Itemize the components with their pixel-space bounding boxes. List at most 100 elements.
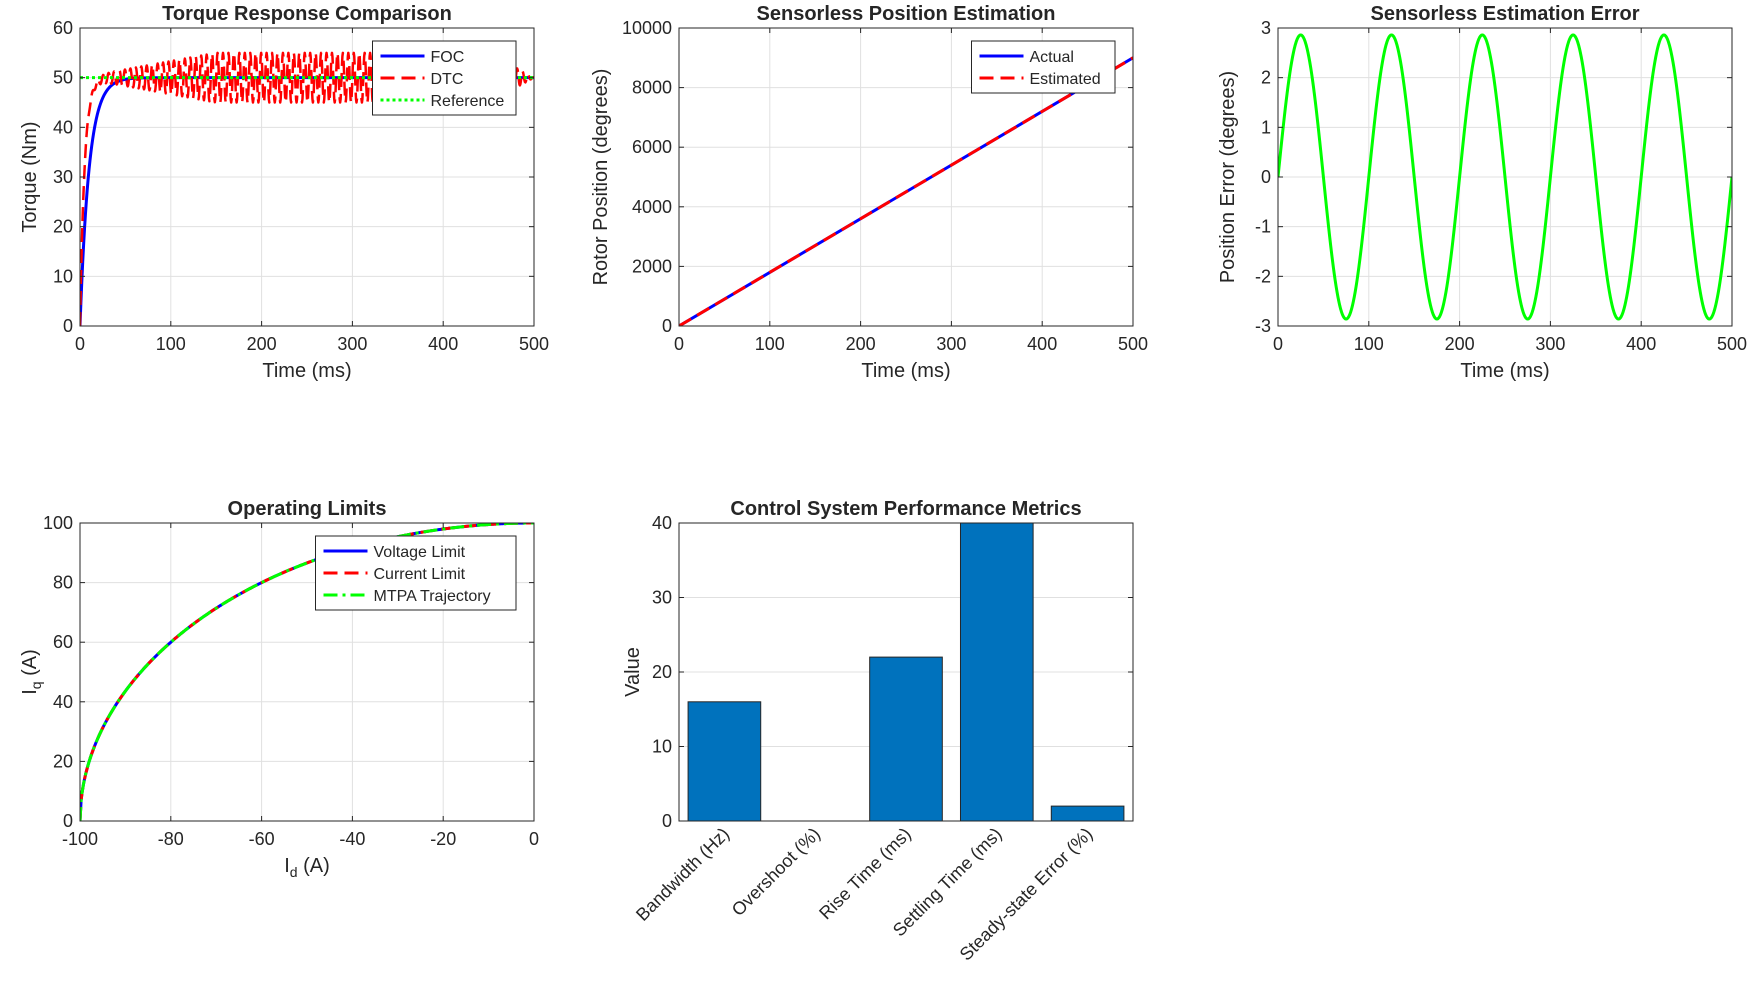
- x-tick-label: 200: [846, 334, 876, 354]
- x-tick-label: -40: [339, 829, 365, 849]
- x-tick-label: 200: [1445, 334, 1475, 354]
- x-tick-label: 100: [1354, 334, 1384, 354]
- x-tick-label: 500: [519, 334, 549, 354]
- legend-label: FOC: [431, 49, 465, 66]
- y-tick-label: 60: [53, 632, 73, 652]
- y-tick-label: 0: [662, 316, 672, 336]
- y-tick-label: 30: [53, 167, 73, 187]
- series-line-current-limit: [80, 523, 534, 821]
- position-title: Sensorless Position Estimation: [757, 3, 1056, 25]
- x-tick-label: -100: [62, 829, 98, 849]
- y-tick-label: -1: [1255, 217, 1271, 237]
- x-tick-label: 300: [337, 334, 367, 354]
- y-tick-label: 10: [652, 737, 672, 757]
- bar-rise-time-ms: [869, 656, 943, 821]
- y-tick-label: 3: [1261, 18, 1271, 38]
- series-line-error: [1278, 33, 1732, 321]
- y-tick-label: 40: [53, 117, 73, 137]
- label-subscript: q: [28, 681, 44, 689]
- y-tick-label: 1: [1261, 117, 1271, 137]
- series-line-mtpa-trajectory: [80, 523, 534, 821]
- legend-label: Voltage Limit: [374, 544, 466, 561]
- y-tick-label: 0: [63, 316, 73, 336]
- y-tick-label: 8000: [632, 78, 672, 98]
- bar-steady-state-error: [1050, 805, 1125, 821]
- x-tick-label: 200: [247, 334, 277, 354]
- limits-chart: -100 -80 -60 -40 -20 0 0 20 40 60 80 100 Operating L…: [19, 498, 539, 880]
- position-series-group: [679, 56, 1133, 326]
- torque-ylabel: Torque (Nm): [19, 121, 41, 232]
- position-ylabel: Rotor Position (degrees): [590, 69, 612, 286]
- y-tick-label: 30: [652, 588, 672, 608]
- legend-box: [372, 40, 517, 116]
- y-tick-label: 0: [1261, 167, 1271, 187]
- limits-legend: Voltage Limit Current Limit MTPA Trajector…: [315, 535, 517, 611]
- y-tick-label: 2000: [632, 256, 672, 276]
- x-tick-label: 100: [755, 334, 785, 354]
- position-legend: Actual Estimated: [971, 40, 1116, 94]
- position-chart: 0 100 200 300 400 500 0 2000 4000 6000 8000 10000 Se…: [590, 3, 1148, 382]
- y-tick-label: -2: [1255, 266, 1271, 286]
- torque-xlabel: Time (ms): [262, 360, 351, 382]
- torque-chart: 0 100 200 300 400 500 0 10 20 30 40 50 60 Torque Resp…: [19, 3, 549, 382]
- series-line-estimated: [679, 56, 1133, 326]
- category-label: Bandwidth (Hz): [632, 824, 733, 925]
- label-unit: (A): [298, 855, 330, 877]
- category-label: Rise Time (ms): [815, 824, 915, 924]
- x-tick-label: 300: [936, 334, 966, 354]
- label-main: I: [284, 855, 290, 877]
- y-tick-label: 20: [652, 662, 672, 682]
- y-tick-label: -3: [1255, 316, 1271, 336]
- error-title: Sensorless Estimation Error: [1371, 3, 1640, 25]
- y-tick-label: 10000: [622, 18, 672, 38]
- metrics-series-group: [687, 523, 1125, 821]
- y-tick-label: 6000: [632, 137, 672, 157]
- bar-bandwidth-hz: [687, 701, 762, 821]
- x-tick-label: 400: [1027, 334, 1057, 354]
- y-tick-label: 50: [53, 68, 73, 88]
- y-tick-label: 10: [53, 266, 73, 286]
- error-ylabel: Position Error (degrees): [1217, 71, 1239, 283]
- x-tick-label: 0: [75, 334, 85, 354]
- x-tick-label: 400: [1626, 334, 1656, 354]
- bar-settling-time-ms: [959, 523, 1034, 821]
- x-tick-label: 100: [156, 334, 186, 354]
- limits-xlabel: Id (A): [284, 855, 330, 880]
- legend-label: MTPA Trajectory: [374, 588, 491, 605]
- y-tick-label: 60: [53, 18, 73, 38]
- y-tick-label: 0: [662, 811, 672, 831]
- y-tick-label: 20: [53, 217, 73, 237]
- legend-label: Actual: [1030, 49, 1074, 66]
- metrics-chart: 0 10 20 30 40 Bandwidth (Hz)Overshoot (%)Rise…: [622, 498, 1134, 964]
- x-tick-label: -60: [249, 829, 275, 849]
- limits-series-group: [80, 523, 534, 821]
- label-unit: (A): [19, 649, 41, 681]
- y-tick-label: 20: [53, 751, 73, 771]
- y-tick-label: 80: [53, 573, 73, 593]
- y-tick-label: 40: [53, 692, 73, 712]
- legend-label: Reference: [431, 93, 505, 110]
- category-label: Overshoot (%): [728, 824, 824, 920]
- x-tick-label: 0: [529, 829, 539, 849]
- legend-label: DTC: [431, 71, 464, 88]
- metrics-title: Control System Performance Metrics: [730, 498, 1081, 520]
- legend-label: Current Limit: [374, 566, 466, 583]
- metrics-ylabel: Value: [622, 647, 644, 697]
- limits-axes-box: [79, 522, 535, 822]
- series-line-dtc: [80, 51, 534, 326]
- label-subscript: d: [290, 864, 298, 880]
- y-tick-label: 2: [1261, 68, 1271, 88]
- error-series-group: [1278, 33, 1732, 321]
- y-tick-label: 40: [652, 513, 672, 533]
- label-main: I: [19, 689, 41, 695]
- error-xlabel: Time (ms): [1460, 360, 1549, 382]
- x-tick-label: 500: [1118, 334, 1148, 354]
- y-tick-label: 100: [43, 513, 73, 533]
- limits-title: Operating Limits: [228, 498, 387, 520]
- x-tick-label: 500: [1717, 334, 1747, 354]
- legend-box: [971, 40, 1116, 94]
- position-axes-box: [678, 27, 1134, 327]
- x-tick-label: 300: [1535, 334, 1565, 354]
- torque-title: Torque Response Comparison: [162, 3, 452, 25]
